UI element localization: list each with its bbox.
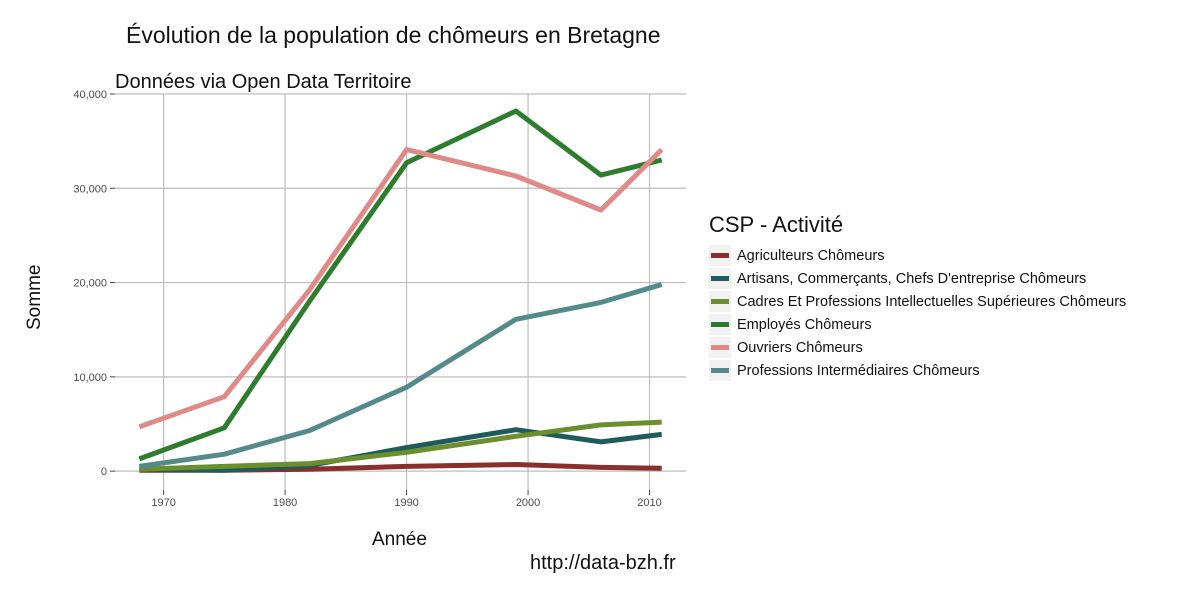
x-tick-label: 2000 <box>516 497 540 509</box>
legend-label: Artisans, Commerçants, Chefs D'entrepris… <box>737 270 1087 287</box>
grid <box>115 93 686 490</box>
y-tick-label: 40,000 <box>73 89 107 101</box>
legend-key <box>709 268 731 289</box>
series-line <box>138 108 663 462</box>
legend-title: CSP - Activité <box>709 212 844 237</box>
legend-key <box>709 291 731 312</box>
chart-title: Évolution de la population de chômeurs e… <box>126 22 661 48</box>
y-tick-label: 20,000 <box>73 278 107 290</box>
legend-items: Agriculteurs Chômeurs Artisans, Commerçan… <box>709 244 1126 382</box>
legend-key <box>709 314 731 335</box>
source-caption: http://data-bzh.fr <box>530 552 676 574</box>
legend-swatch <box>711 322 729 327</box>
series-line <box>138 282 663 469</box>
y-tick-label: 30,000 <box>73 183 107 195</box>
legend-item: Ouvriers Chômeurs <box>709 336 1126 359</box>
legend-label: Ouvriers Chômeurs <box>737 339 863 356</box>
legend-swatch <box>711 345 729 350</box>
legend-swatch <box>711 368 729 373</box>
legend-key <box>709 337 731 358</box>
y-axis-label: Somme <box>24 264 45 330</box>
series-line <box>139 427 663 473</box>
legend-item: Agriculteurs Chômeurs <box>709 244 1126 267</box>
axes: 0 10,000 20,000 30,000 40,000 1970 1980 1990 200… <box>73 89 661 509</box>
legend-label: Employés Chômeurs <box>737 316 872 333</box>
legend-swatch <box>711 276 729 281</box>
series-lines <box>138 108 664 473</box>
x-axis-label: Année <box>372 529 427 550</box>
x-tick-label: 1970 <box>151 497 175 509</box>
legend-swatch <box>711 299 729 304</box>
legend-item: Professions Intermédiaires Chômeurs <box>709 359 1126 382</box>
legend-label: Professions Intermédiaires Chômeurs <box>737 362 980 379</box>
legend-key <box>709 360 731 381</box>
y-tick-label: 10,000 <box>73 372 107 384</box>
series-line <box>139 419 662 472</box>
legend-item: Artisans, Commerçants, Chefs D'entrepris… <box>709 267 1126 290</box>
legend-key <box>709 245 731 266</box>
x-tick-label: 2010 <box>637 497 661 509</box>
series-line <box>138 147 664 430</box>
legend: CSP - Activité Agriculteurs Chômeurs Arti… <box>709 212 1126 382</box>
legend-item: Cadres Et Professions Intellectuelles Su… <box>709 290 1126 313</box>
x-tick-label: 1990 <box>394 497 418 509</box>
y-tick-label: 0 <box>101 466 107 478</box>
legend-label: Cadres Et Professions Intellectuelles Su… <box>737 293 1127 310</box>
legend-label: Agriculteurs Chômeurs <box>737 247 885 264</box>
x-tick-label: 1980 <box>273 497 297 509</box>
legend-item: Employés Chômeurs <box>709 313 1126 336</box>
chart-subtitle: Données via Open Data Territoire <box>115 71 412 93</box>
legend-swatch <box>711 253 729 258</box>
